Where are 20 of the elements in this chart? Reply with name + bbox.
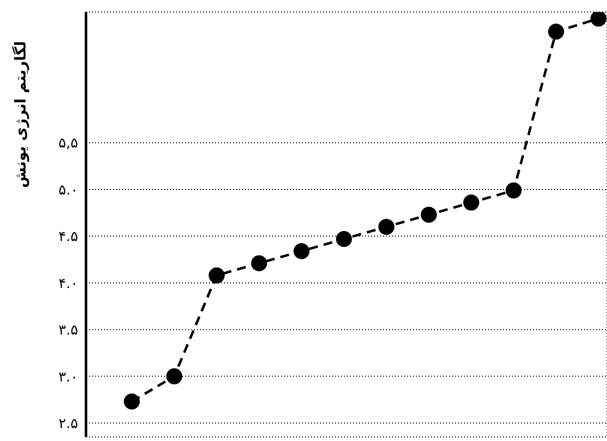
point bbox=[208, 267, 225, 284]
point bbox=[590, 12, 607, 27]
point bbox=[294, 243, 310, 260]
point bbox=[336, 230, 352, 247]
point bbox=[463, 194, 480, 211]
point bbox=[166, 368, 182, 384]
point bbox=[378, 218, 394, 235]
y-tick-label: ۵.۰ bbox=[58, 182, 78, 198]
y-tick-label: ۴.۰ bbox=[58, 276, 78, 292]
point bbox=[548, 24, 564, 40]
point bbox=[251, 255, 268, 272]
y-tick-label: ۴.۵ bbox=[58, 229, 78, 246]
y-tick-label: ۳.۵ bbox=[58, 322, 78, 339]
y-tick-label: ۲.۵ bbox=[58, 416, 78, 432]
y-tick-label: ۵,۵ bbox=[58, 136, 78, 152]
y-tick-label: ۳.۰ bbox=[58, 369, 78, 386]
y-axis-title: لگاریتم انرژی یونش bbox=[11, 41, 30, 188]
point bbox=[124, 394, 140, 410]
point bbox=[420, 206, 437, 223]
point bbox=[506, 182, 522, 198]
